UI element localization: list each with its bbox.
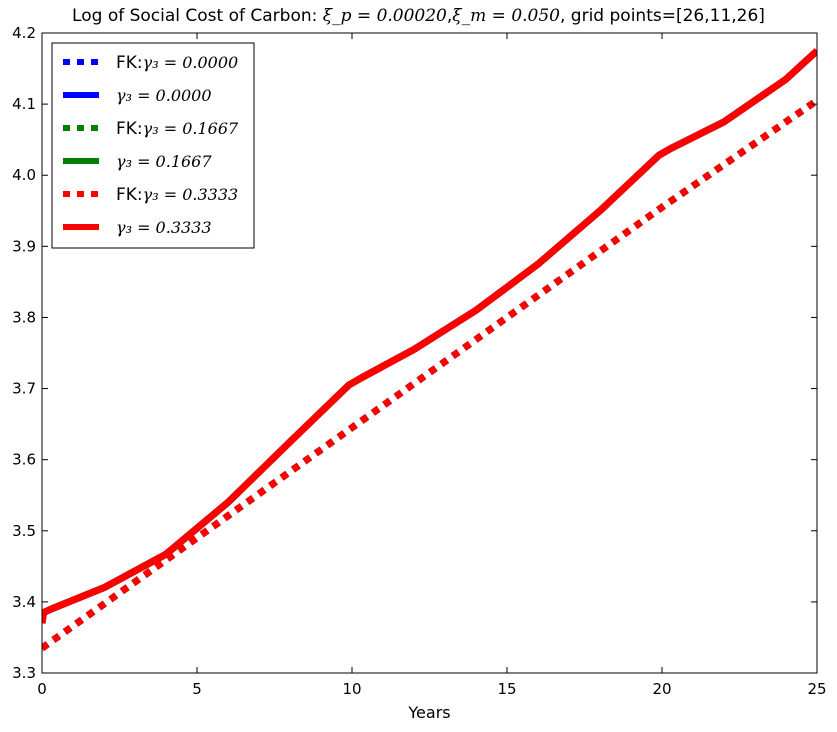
y-tick-label: 3.4 xyxy=(12,593,36,611)
title-prefix: Log of Social Cost of Carbon: xyxy=(72,6,323,26)
y-tick-label: 4.0 xyxy=(12,166,36,184)
y-tick-label: 3.8 xyxy=(12,308,36,326)
y-tick-label: 4.1 xyxy=(12,95,36,113)
series-line-5 xyxy=(42,97,817,651)
legend-box xyxy=(51,42,255,249)
legend-label-2: γ₃ = 0.0000 xyxy=(116,86,212,105)
chart-title: Log of Social Cost of Carbon: ξ_p = 0.00… xyxy=(0,6,837,26)
series-line-6 xyxy=(42,48,817,624)
plot-frame xyxy=(41,32,818,674)
series-layer xyxy=(42,48,817,651)
legend-label-5: FK:γ₃ = 0.3333 xyxy=(116,185,238,205)
y-tick-label: 3.7 xyxy=(12,380,36,398)
title-suffix: , grid points=[26,11,26] xyxy=(560,6,765,26)
legend-label-3: FK:γ₃ = 0.1667 xyxy=(116,119,239,139)
title-xi-p: ξ_p = 0.00020 xyxy=(322,6,447,26)
legend-label-6: γ₃ = 0.3333 xyxy=(116,218,212,237)
legend-label-4: γ₃ = 0.1667 xyxy=(116,152,212,171)
x-tick-label: 15 xyxy=(497,680,516,698)
x-tick-label: 0 xyxy=(37,680,47,698)
legend-label-1: FK:γ₃ = 0.0000 xyxy=(116,53,238,73)
x-tick-label: 25 xyxy=(807,680,826,698)
title-sep: , xyxy=(446,6,453,26)
y-tick-label: 3.6 xyxy=(12,451,36,469)
legend: FK:γ₃ = 0.0000 γ₃ = 0.0000 FK:γ₃ = 0.1667 γ… xyxy=(51,42,255,249)
y-tick-label: 4.2 xyxy=(12,24,36,42)
x-tick-label: 10 xyxy=(342,680,361,698)
y-tick-label: 3.9 xyxy=(12,237,36,255)
title-xi-m: ξ_m = 0.050 xyxy=(452,6,560,26)
x-tick-label: 20 xyxy=(652,680,671,698)
tick-layer: 0 5 10 15 20 25 3.3 3.4 3.5 3.6 3.7 3.8 3.9 4.0 4.1 4.2 xyxy=(12,24,826,698)
y-tick-label: 3.3 xyxy=(12,664,36,682)
y-tick-label: 3.5 xyxy=(12,522,36,540)
x-tick-label: 5 xyxy=(192,680,202,698)
x-axis-label: Years xyxy=(408,703,451,722)
